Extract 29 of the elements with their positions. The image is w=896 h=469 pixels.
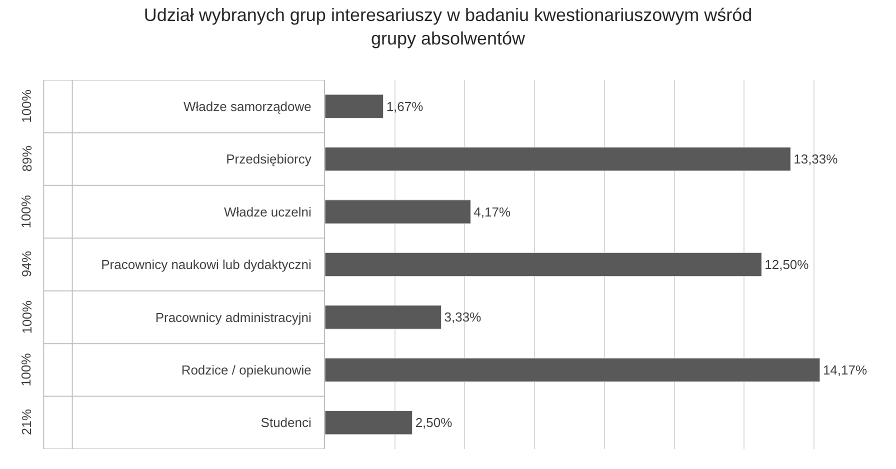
y-tick-label: Pracownicy naukowi lub dydaktyczni: [101, 257, 312, 272]
bar: [325, 200, 471, 224]
bar: [325, 252, 762, 277]
text: 94%: [19, 250, 34, 277]
y-tick-label: Władze uczelni: [224, 204, 312, 220]
y-tick-label: Pracownicy administracyjni: [155, 310, 312, 325]
bar: [325, 410, 413, 435]
data-label: 13,33%: [794, 152, 838, 167]
bar: [325, 358, 820, 382]
data-label: 14,17%: [822, 362, 868, 378]
data-label: 3,33%: [444, 310, 482, 325]
bar: [325, 94, 384, 118]
text: 21%: [18, 408, 34, 436]
text: 100%: [18, 352, 34, 386]
bar: [325, 146, 791, 172]
chart-title: Udział wybranych grup interesariuszy w badaniu kwestionariuszowym wśród grupy absolwentów: [144, 5, 752, 49]
text: 100%: [19, 89, 34, 123]
y-tick-label: Rodzice / opiekunowie: [181, 362, 312, 378]
text: 100%: [19, 300, 34, 334]
data-label: 4,17%: [474, 204, 511, 220]
y-tick-label: Władze samorządowe: [184, 98, 312, 114]
data-label: 12,50%: [764, 257, 810, 272]
text: 100%: [18, 194, 34, 228]
data-label: 2,50%: [415, 415, 453, 430]
bar: [325, 305, 442, 330]
y-tick-label: Przedsiębiorcy: [226, 152, 312, 167]
y-tick-label: Studenci: [260, 415, 312, 430]
text: 89%: [19, 145, 34, 172]
data-label: 1,67%: [386, 98, 424, 114]
